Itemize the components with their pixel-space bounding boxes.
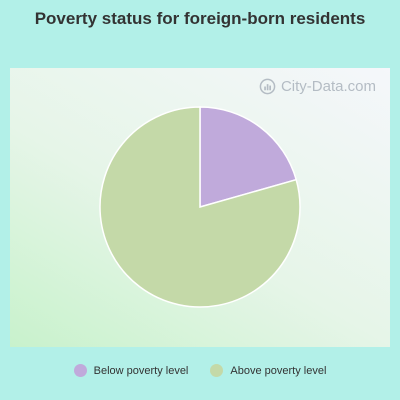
pie-chart bbox=[99, 106, 301, 308]
chart-title: Poverty status for foreign-born resident… bbox=[34, 9, 366, 28]
pie-slice-below-poverty-level bbox=[199, 106, 298, 208]
legend-item: Above poverty level bbox=[210, 364, 326, 377]
legend-label: Above poverty level bbox=[230, 364, 327, 377]
pie-slice-above-poverty-level bbox=[99, 106, 301, 308]
watermark: City-Data.com bbox=[259, 78, 376, 95]
legend: Below poverty level Above poverty level bbox=[0, 364, 400, 377]
plot-area: City-Data.com bbox=[10, 68, 390, 347]
legend-swatch bbox=[210, 364, 224, 377]
legend-label: Below poverty level bbox=[93, 364, 189, 377]
legend-swatch bbox=[73, 364, 87, 377]
legend-item: Below poverty level bbox=[73, 364, 189, 377]
watermark-text: City-Data.com bbox=[280, 78, 376, 95]
city-data-logo-icon bbox=[259, 78, 276, 95]
